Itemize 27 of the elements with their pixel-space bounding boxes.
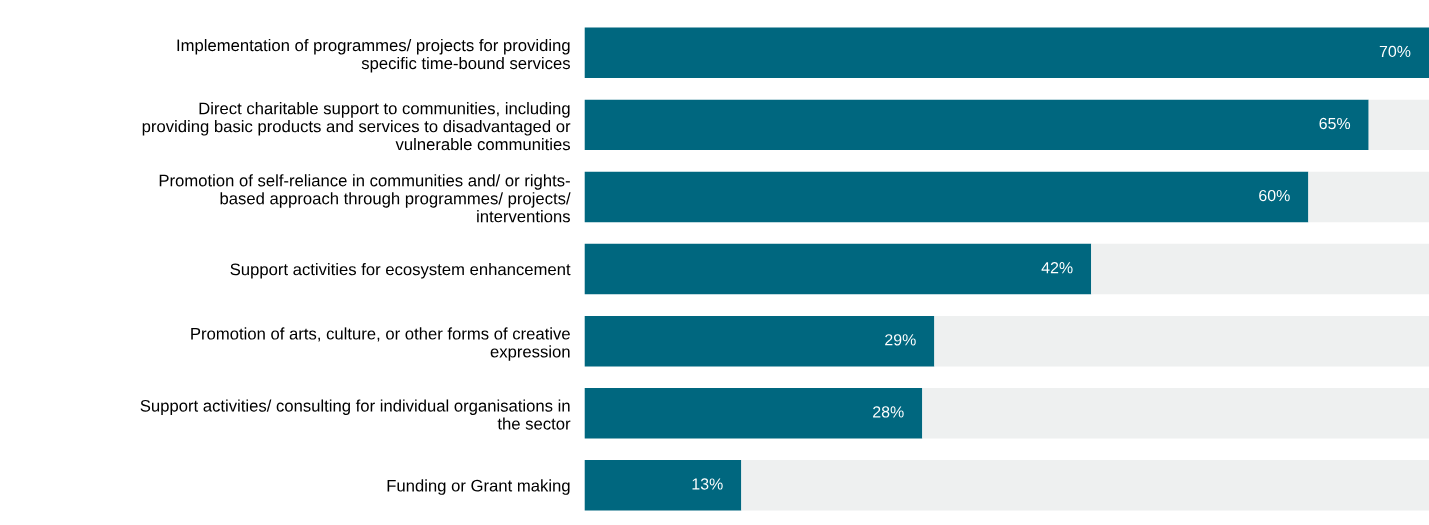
bar	[584, 243, 1092, 295]
data-label: 42%	[1041, 262, 1073, 274]
bar	[584, 388, 923, 439]
y-tick-label: Funding or Grant making	[387, 479, 570, 495]
bar	[584, 27, 1429, 79]
data-label: 65%	[1319, 117, 1351, 130]
bar	[1091, 243, 1429, 295]
data-label: 60%	[1259, 189, 1290, 202]
bar	[1308, 171, 1429, 223]
bar	[584, 99, 1369, 151]
data-label: 28%	[873, 406, 904, 418]
bar	[584, 460, 742, 511]
bar	[1368, 99, 1429, 151]
y-tick-label: Promotion of self-reliance in communities and/ or rights- based approach through programmes/ projects/ interventions	[159, 174, 571, 223]
y-tick-label: Direct charitable support to communities, including providing basic products and services to disadvantaged or vulnerable communities	[142, 102, 571, 151]
y-tick-label: Implementation of programmes/ projects for providing specific time-bound services	[177, 38, 570, 73]
y-tick-label: Support activities/ consulting for individual organisations in the sector	[140, 399, 571, 430]
y-tick-label: Support activities for ecosystem enhancement	[230, 263, 571, 279]
bar	[922, 388, 1429, 439]
data-label: 29%	[885, 334, 916, 346]
bar	[934, 315, 1429, 367]
bar	[584, 315, 935, 367]
bar	[741, 460, 1429, 511]
y-tick-label: Promotion of arts, culture, or other forms of creative expression	[191, 327, 570, 361]
data-label: 70%	[1379, 45, 1411, 58]
bar	[584, 171, 1309, 223]
data-label: 13%	[692, 478, 723, 490]
